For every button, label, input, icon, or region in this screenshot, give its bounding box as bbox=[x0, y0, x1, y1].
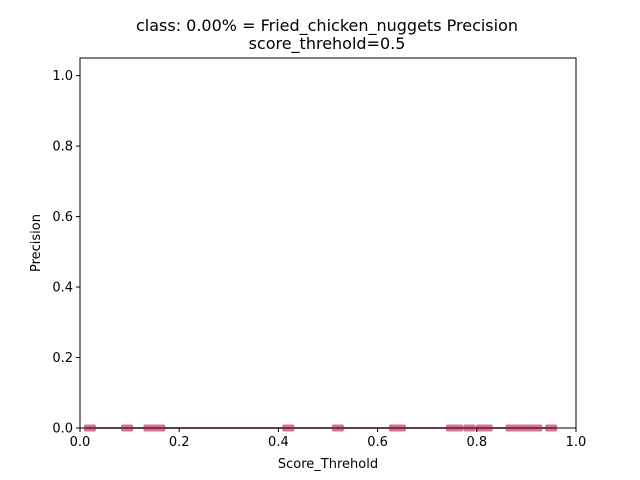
x-tick-label: 0.4 bbox=[268, 435, 289, 450]
x-tick-label: 0.2 bbox=[169, 435, 190, 450]
y-tick-label: 0.6 bbox=[52, 210, 73, 225]
chart-title-line1: class: 0.00% = Fried_chicken_nuggets Pre… bbox=[136, 16, 518, 36]
x-tick-label: 0.0 bbox=[70, 435, 91, 450]
y-tick-label: 0.0 bbox=[52, 422, 73, 437]
x-tick-label: 1.0 bbox=[566, 435, 587, 450]
y-tick-label: 0.8 bbox=[52, 140, 73, 155]
y-tick-label: 0.2 bbox=[52, 351, 73, 366]
y-axis: 0.0 0.2 0.4 0.6 0.8 1.0 bbox=[52, 69, 80, 437]
x-tick-label: 0.6 bbox=[367, 435, 388, 450]
y-tick-label: 0.4 bbox=[52, 281, 73, 296]
x-axis: 0.0 0.2 0.4 0.6 0.8 1.0 bbox=[70, 428, 587, 450]
y-tick-label: 1.0 bbox=[52, 69, 73, 84]
y-axis-label: Precision bbox=[29, 214, 44, 272]
chart-title-line2: score_threhold=0.5 bbox=[249, 34, 406, 54]
x-axis-label: Score_Threhold bbox=[278, 457, 378, 472]
axes-frame bbox=[79, 57, 577, 429]
x-tick-label: 0.8 bbox=[466, 435, 487, 450]
